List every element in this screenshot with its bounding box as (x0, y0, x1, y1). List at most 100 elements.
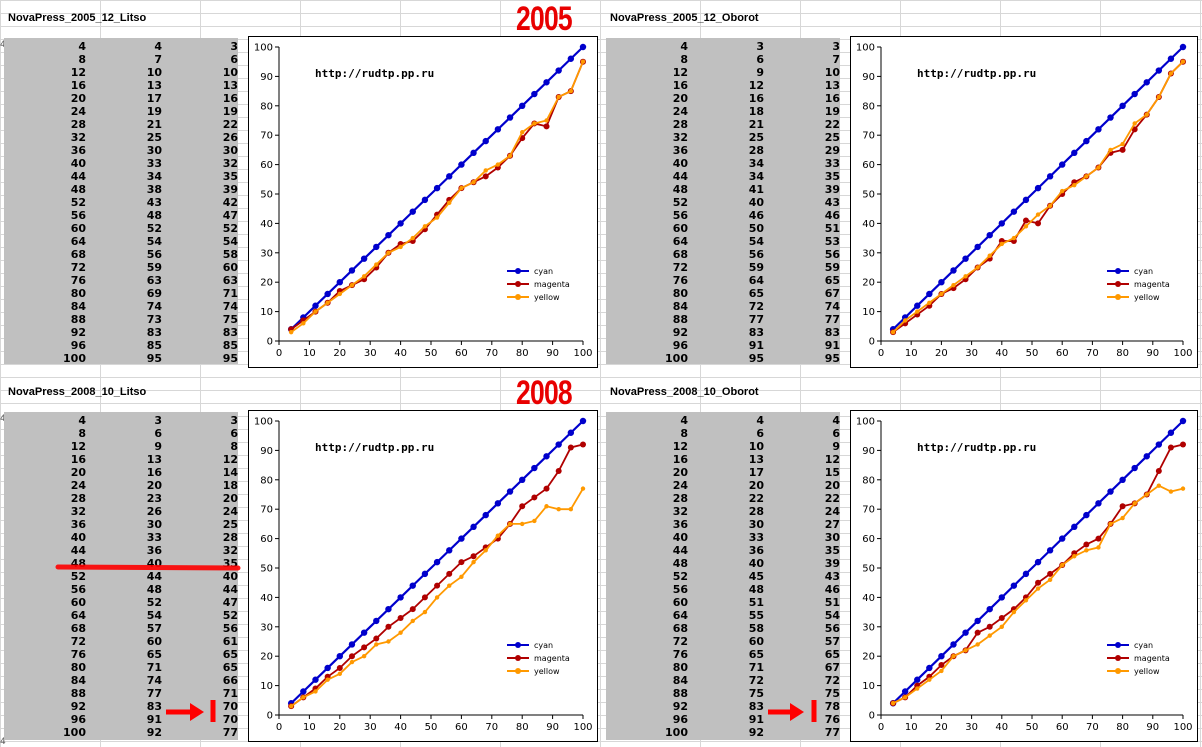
table-cell: 33 (146, 531, 162, 544)
table-cell: 38 (146, 183, 162, 196)
x-tick-label: 100 (573, 348, 592, 359)
data-point-cyan (543, 453, 550, 460)
x-tick-label: 30 (364, 722, 377, 733)
table-cell: 56 (70, 209, 86, 222)
table-cell: 28 (222, 531, 238, 544)
y-tick-label: 50 (260, 564, 273, 575)
data-point-yellow (483, 548, 488, 553)
table-cell: 59 (146, 261, 162, 274)
table-row: 72 59 60 (4, 261, 240, 274)
legend-marker (515, 281, 521, 287)
legend-entry: yellow (1134, 667, 1160, 676)
data-point-yellow (507, 521, 513, 527)
data-point-cyan (914, 676, 921, 683)
data-point-yellow (1132, 121, 1137, 126)
data-point-yellow (507, 153, 513, 158)
data-point-yellow (434, 595, 440, 600)
data-point-cyan (470, 149, 477, 157)
data-point-yellow (915, 686, 920, 691)
table-cell: 84 (672, 300, 688, 313)
table-cell: 18 (748, 105, 764, 118)
data-point-yellow (447, 200, 452, 206)
data-point-yellow (1011, 235, 1017, 241)
table-cell: 46 (824, 583, 840, 596)
x-tick-label: 90 (546, 722, 559, 733)
table-cell: 68 (70, 622, 86, 635)
data-point-yellow (288, 703, 294, 709)
table-row: 36 28 29 (606, 144, 842, 157)
data-point-magenta (1035, 579, 1042, 586)
table-cell: 83 (824, 326, 840, 339)
table-cell: 92 (672, 700, 688, 713)
data-point-cyan (1119, 102, 1126, 110)
data-point-cyan (421, 196, 429, 204)
data-point-magenta (1047, 570, 1054, 577)
data-point-cyan (1131, 90, 1138, 98)
table-cell: 44 (222, 583, 238, 596)
table-row: 84 74 74 (4, 300, 240, 313)
data-point-yellow (301, 321, 306, 326)
table-cell: 8 (230, 440, 238, 453)
data-point-cyan (470, 523, 477, 531)
table-cell: 44 (672, 544, 688, 557)
data-point-magenta (1095, 535, 1102, 542)
table-row: 72 59 59 (606, 261, 842, 274)
data-point-yellow (568, 88, 574, 94)
table-row: 88 75 75 (606, 687, 842, 700)
table-cell: 83 (146, 700, 162, 713)
table-cell: 52 (146, 222, 162, 235)
table-cell: 25 (824, 131, 840, 144)
table-cell: 12 (70, 66, 86, 79)
y-tick-label: 30 (862, 248, 875, 259)
table-cell: 39 (222, 183, 238, 196)
table-row: 44 34 35 (4, 170, 240, 183)
table-row: 12 9 10 (606, 66, 842, 79)
data-point-cyan (433, 184, 441, 192)
table-cell: 88 (672, 687, 688, 700)
table-cell: 91 (146, 713, 162, 726)
data-point-cyan (531, 464, 538, 472)
chart-annotation: http://rudtp.pp.ru (315, 441, 434, 454)
table-cell: 13 (146, 79, 162, 92)
table-cell: 44 (70, 170, 86, 183)
data-point-cyan (385, 231, 392, 239)
table-row: 36 30 25 (4, 518, 240, 531)
table-cell: 24 (70, 105, 86, 118)
table-cell: 65 (222, 661, 238, 674)
y-tick-label: 40 (260, 593, 273, 604)
edge-mark: 4 (0, 40, 6, 50)
table-cell: 12 (824, 453, 840, 466)
data-point-cyan (1167, 55, 1175, 62)
data-point-magenta (543, 485, 550, 492)
table-cell: 51 (824, 596, 840, 609)
data-point-yellow (386, 639, 391, 644)
table-cell: 77 (824, 726, 840, 739)
table-cell: 19 (146, 105, 162, 118)
chart: 0 10 20 30 40 50 60 70 80 90 100 0 10 20 30 40 50 60 70 80 9… (248, 36, 598, 368)
data-point-magenta (1155, 467, 1162, 474)
table-row: 40 33 28 (4, 531, 240, 544)
data-point-yellow (939, 291, 944, 297)
table-cell: 28 (672, 492, 688, 505)
table-cell: 66 (222, 674, 238, 687)
data-point-yellow (398, 630, 403, 635)
data-point-cyan (950, 267, 957, 274)
table-cell: 57 (824, 635, 840, 648)
table-row: 100 95 95 (4, 352, 240, 365)
table-cell: 24 (824, 505, 840, 518)
y-tick-label: 20 (260, 652, 273, 663)
table-cell: 72 (70, 635, 86, 648)
data-point-magenta (986, 623, 993, 630)
data-point-cyan (543, 79, 550, 86)
y-tick-label: 0 (267, 711, 273, 722)
table-cell: 33 (146, 157, 162, 170)
data-point-yellow (890, 329, 896, 335)
table-cell: 40 (672, 157, 688, 170)
x-tick-label: 20 (333, 348, 346, 359)
table-cell: 18 (222, 479, 238, 492)
data-point-cyan (519, 476, 526, 483)
chart-annotation: http://rudtp.pp.ru (917, 441, 1036, 454)
table-cell: 96 (70, 713, 86, 726)
data-point-yellow (1144, 492, 1149, 497)
table-row: 56 46 46 (606, 209, 842, 222)
